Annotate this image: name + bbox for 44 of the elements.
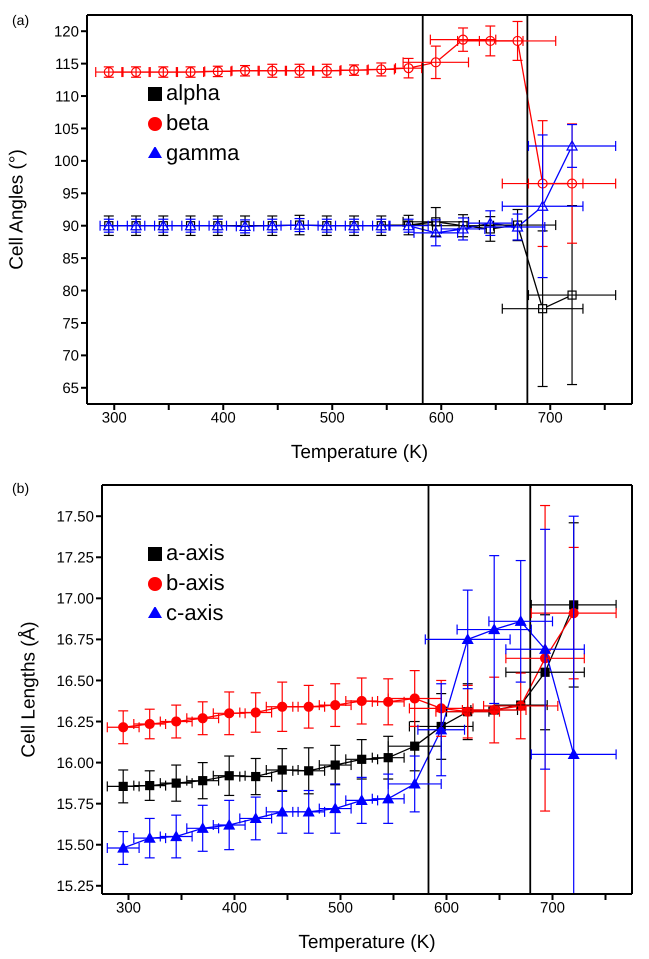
y-tick-label: 90 [62,218,79,236]
x-axis-title: Temperature (K) [298,932,436,953]
x-tick-label: 400 [222,900,248,917]
legend-label: alpha [166,80,220,105]
y-tick-label: 65 [62,380,79,398]
y-tick-label: 95 [62,186,79,203]
x-tick-label: 500 [320,410,345,427]
y-tick-label: 75 [62,315,79,332]
legend-label: b-axis [166,570,225,595]
y-tick-label: 80 [62,282,79,300]
y-tick-label: 15.50 [56,837,94,854]
x-tick-label: 600 [434,900,460,917]
y-tick-label: 15.25 [56,878,94,896]
y-tick-label: 17.25 [56,550,94,567]
y-tick-label: 15.75 [56,796,94,813]
legend-label: a-axis [166,540,225,565]
text: (a) [12,12,30,28]
y-tick-label: 70 [62,348,79,365]
legend-label: c-axis [166,600,224,625]
x-axis-title: Temperature (K) [290,442,428,463]
legend-label: beta [166,110,209,135]
x-tick-label: 300 [102,410,127,427]
x-tick-label: 400 [210,410,236,427]
y-tick-label: 115 [55,56,79,73]
x-tick-label: 700 [540,900,566,917]
x-tick-label: 300 [116,900,142,917]
y-tick-label: 16.75 [56,632,94,649]
text: (b) [12,480,30,496]
x-tick-label: 500 [328,900,354,917]
y-tick-label: 120 [54,24,79,41]
y-tick-label: 110 [55,88,79,106]
y-tick-label: 17.00 [56,590,94,608]
x-tick-label: 600 [428,410,454,427]
y-tick-label: 17.50 [56,508,94,526]
y-tick-label: 105 [54,120,79,138]
y-tick-label: 16.25 [56,714,94,731]
legend-label: gamma [166,140,240,165]
y-tick-label: 100 [54,153,79,170]
y-tick-label: 16.50 [56,672,94,690]
x-tick-label: 700 [538,410,563,427]
y-tick-label: 85 [62,250,79,268]
y-axis-title: Cell Lengths (Å) [18,621,40,758]
y-axis-title: Cell Angles (°) [6,149,28,270]
y-tick-label: 16.00 [56,754,94,772]
